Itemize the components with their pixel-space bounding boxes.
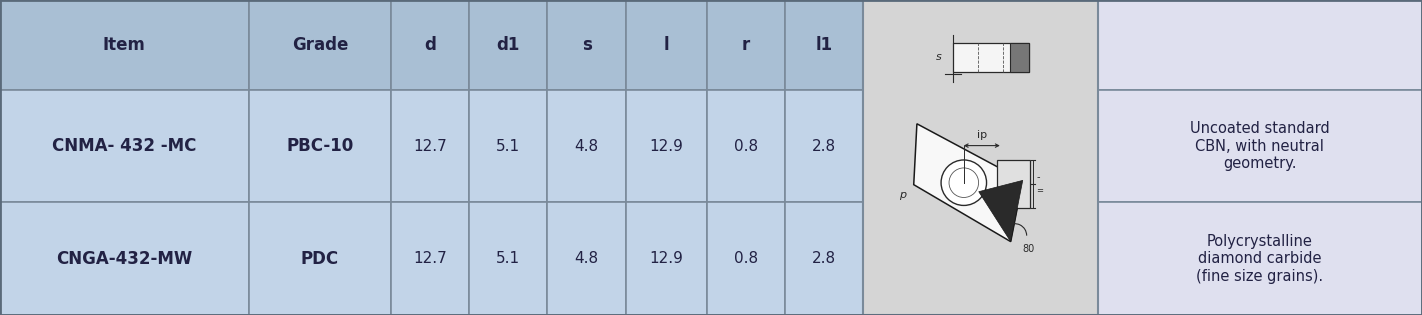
Bar [249,0,391,90]
Bar [863,0,1098,90]
Text: Grade: Grade [292,36,348,54]
Text: CNGA-432-MW: CNGA-432-MW [57,250,192,268]
Text: s: s [582,36,592,54]
Bar [785,0,863,90]
Text: d1: d1 [496,36,520,54]
Bar [626,202,707,315]
Text: 80: 80 [1022,243,1035,254]
Text: s: s [936,53,941,62]
Bar [391,0,469,90]
Text: 12.7: 12.7 [414,251,447,266]
Bar [0,202,249,315]
Bar [469,90,547,202]
Bar [249,202,391,315]
Text: r: r [742,36,749,54]
Bar [1010,43,1030,72]
Polygon shape [978,180,1022,242]
Bar [953,43,1030,72]
Bar [547,202,626,315]
Text: CNMA- 432 -MC: CNMA- 432 -MC [53,137,196,155]
Bar [1098,202,1422,315]
Bar [626,90,707,202]
Text: 12.9: 12.9 [650,251,683,266]
Text: PDC: PDC [301,250,338,268]
Text: PBC-10: PBC-10 [286,137,354,155]
Text: =: = [1037,186,1044,196]
Ellipse shape [941,160,987,205]
Text: -: - [1037,172,1039,182]
Text: Item: Item [102,36,146,54]
Bar [547,90,626,202]
Text: 12.9: 12.9 [650,139,683,154]
Text: 2.8: 2.8 [812,139,836,154]
Bar [707,0,785,90]
Text: 5.1: 5.1 [496,251,520,266]
Bar [547,0,626,90]
Text: Uncoated standard
CBN, with neutral
geometry.: Uncoated standard CBN, with neutral geom… [1190,121,1330,171]
Text: d: d [424,36,437,54]
Text: l: l [664,36,668,54]
Bar [785,202,863,315]
Text: p: p [899,190,906,200]
Bar [249,90,391,202]
Bar [1098,0,1422,90]
Bar [391,202,469,315]
Bar [707,202,785,315]
Bar [626,0,707,90]
Text: Polycrystalline
diamond carbide
(fine size grains).: Polycrystalline diamond carbide (fine si… [1196,234,1324,284]
Bar [785,90,863,202]
Bar [469,0,547,90]
Bar [0,0,249,90]
Text: l1: l1 [815,36,833,54]
Bar [469,202,547,315]
Text: 12.7: 12.7 [414,139,447,154]
Polygon shape [914,124,1022,242]
Text: 5.1: 5.1 [496,139,520,154]
Text: ip: ip [977,129,987,140]
Bar [863,0,1098,315]
Bar [0,90,249,202]
Bar [1098,90,1422,202]
Text: 0.8: 0.8 [734,251,758,266]
Bar [707,90,785,202]
Bar [997,160,1030,208]
Text: 2.8: 2.8 [812,251,836,266]
Bar [391,90,469,202]
Text: 4.8: 4.8 [574,139,599,154]
Text: 0.8: 0.8 [734,139,758,154]
Text: 4.8: 4.8 [574,251,599,266]
